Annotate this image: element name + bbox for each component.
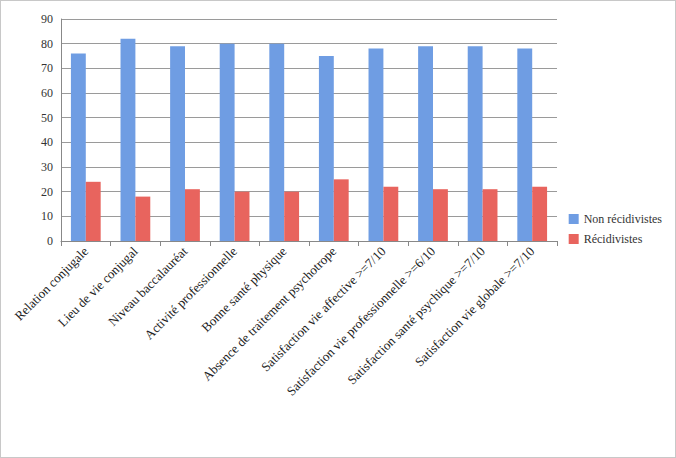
svg-text:50: 50 bbox=[41, 111, 53, 125]
svg-text:80: 80 bbox=[41, 37, 53, 51]
svg-text:Absence de traitement psychotr: Absence de traitement psychotrope bbox=[199, 243, 340, 384]
svg-text:90: 90 bbox=[41, 12, 53, 26]
svg-text:40: 40 bbox=[41, 135, 53, 149]
svg-text:20: 20 bbox=[41, 185, 53, 199]
svg-text:60: 60 bbox=[41, 86, 53, 100]
svg-text:70: 70 bbox=[41, 61, 53, 75]
svg-text:Bonne santé physique: Bonne santé physique bbox=[198, 244, 289, 335]
svg-text:30: 30 bbox=[41, 160, 53, 174]
svg-text:Satisfaction vie affective >=7: Satisfaction vie affective >=7/10 bbox=[258, 243, 389, 375]
svg-text:Non récidivistes: Non récidivistes bbox=[584, 212, 663, 226]
svg-text:0: 0 bbox=[47, 234, 53, 248]
svg-text:10: 10 bbox=[41, 209, 53, 223]
svg-text:Satisfaction vie globale >=7/1: Satisfaction vie globale >=7/10 bbox=[412, 244, 538, 370]
svg-text:Récidivistes: Récidivistes bbox=[584, 232, 643, 246]
svg-text:Satisfaction santé psychique >: Satisfaction santé psychique >=7/10 bbox=[344, 243, 488, 388]
svg-text:Relation conjugale: Relation conjugale bbox=[11, 243, 92, 324]
svg-text:Activité professionnelle: Activité professionnelle bbox=[141, 244, 240, 343]
svg-text:Lieu de vie conjugal: Lieu de vie conjugal bbox=[55, 243, 141, 329]
svg-text:Satisfaction vie professionnel: Satisfaction vie professionnelle >=6/10 bbox=[283, 243, 439, 399]
svg-text:Niveau baccalauréat: Niveau baccalauréat bbox=[105, 243, 191, 329]
